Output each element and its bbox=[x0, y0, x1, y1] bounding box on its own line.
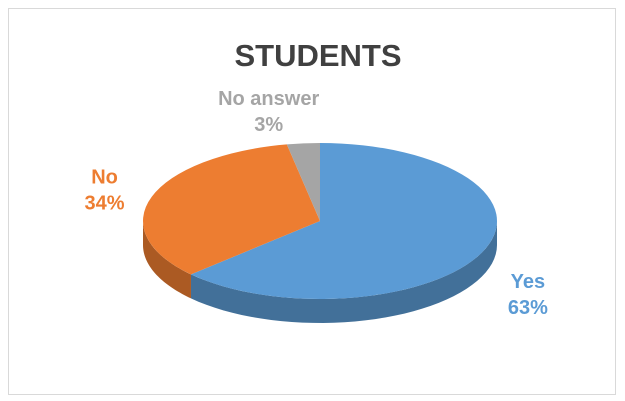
slice-side bbox=[190, 221, 498, 323]
value-label: 34% bbox=[85, 192, 125, 214]
chart-title: STUDENTS bbox=[234, 38, 401, 73]
category-label: No answer bbox=[218, 88, 319, 110]
slice-side bbox=[143, 221, 191, 299]
slice bbox=[142, 144, 320, 275]
slice bbox=[286, 143, 320, 221]
value-label: 63% bbox=[508, 297, 548, 319]
category-label: Yes bbox=[511, 271, 545, 293]
pie bbox=[142, 143, 498, 323]
slice bbox=[190, 143, 498, 299]
category-label: No bbox=[91, 166, 118, 188]
value-label: 3% bbox=[254, 114, 283, 136]
